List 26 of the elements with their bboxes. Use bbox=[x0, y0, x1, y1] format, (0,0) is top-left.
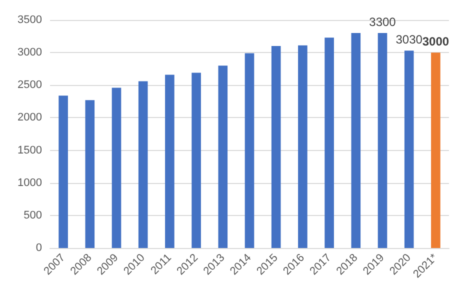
bar bbox=[165, 74, 174, 248]
bar bbox=[298, 45, 308, 248]
bar bbox=[271, 46, 281, 248]
y-tick-label: 1500 bbox=[18, 144, 42, 156]
y-tick-label: 1000 bbox=[18, 176, 42, 189]
bar bbox=[324, 38, 334, 248]
bar bbox=[351, 33, 361, 248]
bar bbox=[378, 33, 388, 248]
y-tick-label: 3500 bbox=[18, 14, 42, 26]
data-label: 3300 bbox=[369, 15, 396, 30]
y-tick-label: 2500 bbox=[18, 79, 42, 92]
data-label: 3000 bbox=[422, 34, 450, 49]
data-label: 3030 bbox=[396, 32, 423, 47]
bar bbox=[58, 96, 68, 248]
y-tick-label: 500 bbox=[24, 209, 42, 222]
y-tick-label: 3000 bbox=[18, 46, 42, 59]
y-tick-label: 2000 bbox=[18, 112, 42, 124]
bar bbox=[85, 100, 95, 248]
bar bbox=[431, 52, 440, 248]
bar bbox=[112, 88, 122, 248]
bar bbox=[244, 53, 254, 248]
bar bbox=[218, 66, 228, 248]
bar bbox=[138, 81, 148, 248]
bar bbox=[192, 72, 201, 248]
y-tick-label: 0 bbox=[36, 242, 42, 254]
bar bbox=[404, 50, 414, 248]
